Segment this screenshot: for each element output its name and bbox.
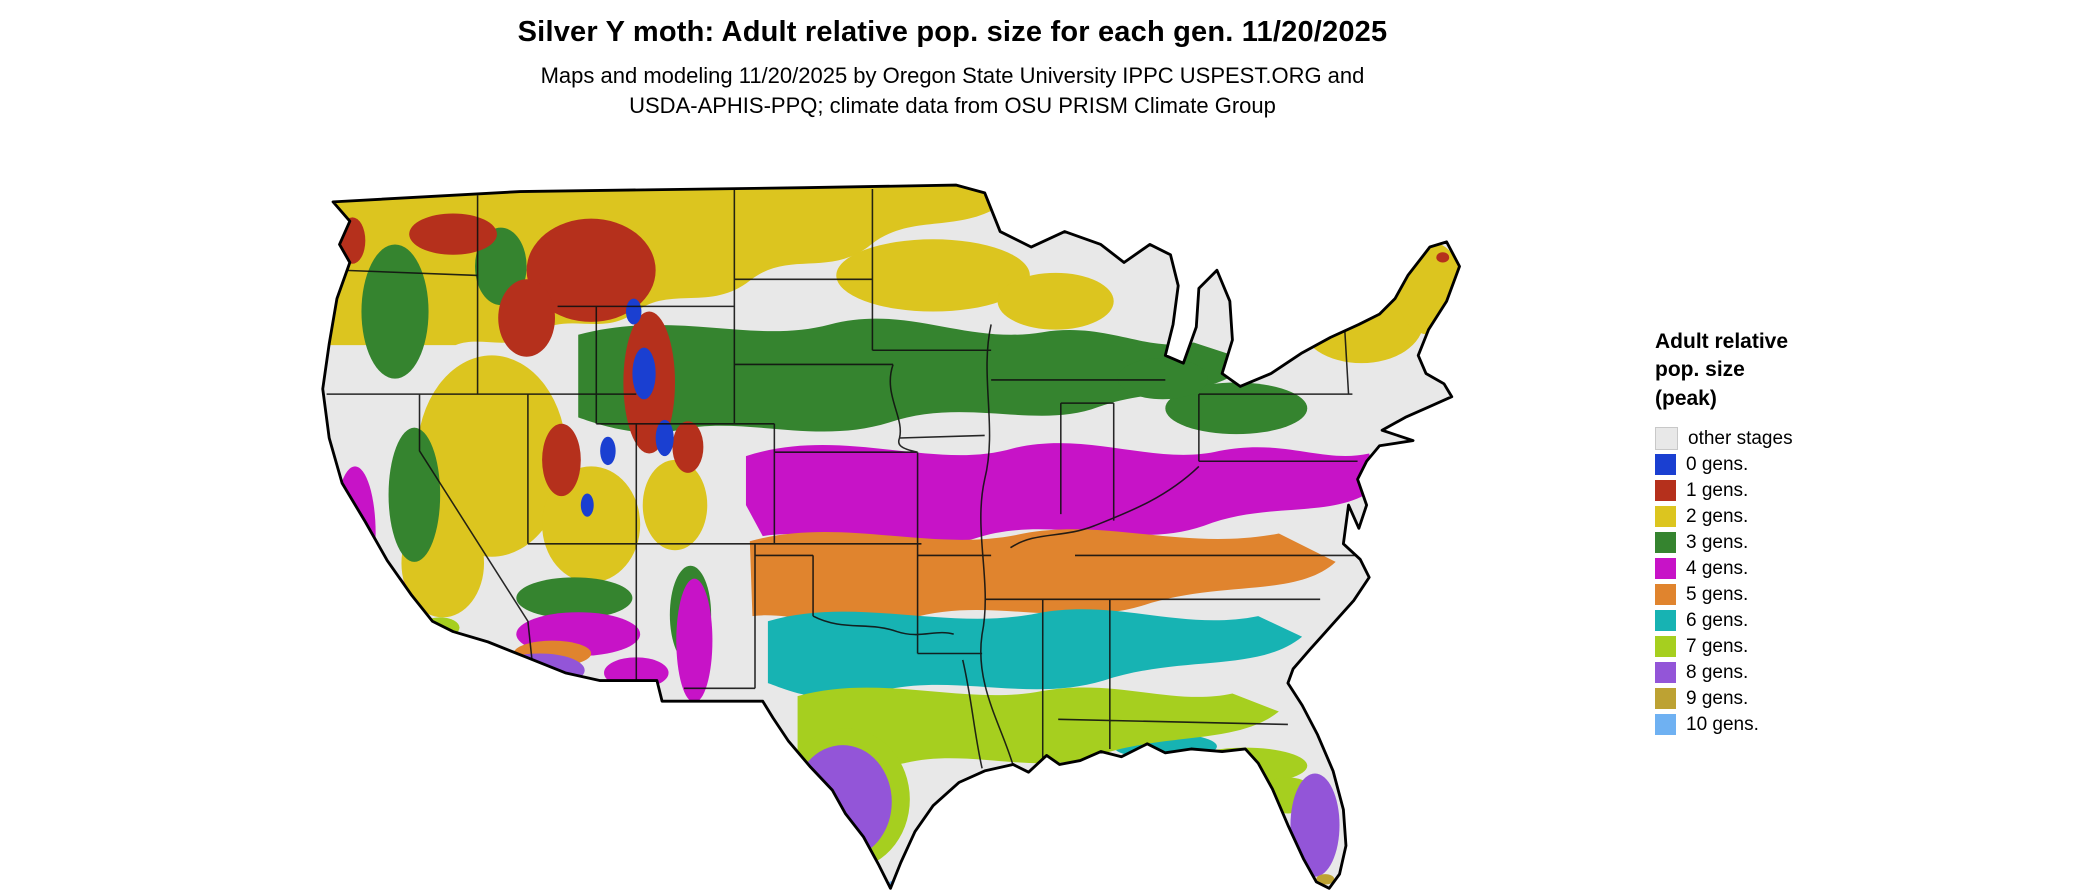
legend-label: 8 gens. (1686, 661, 1749, 683)
map-layer-9-gens (860, 854, 1335, 885)
legend-label: 1 gens. (1686, 479, 1749, 501)
legend-swatch (1655, 531, 1676, 553)
legend-swatch (1655, 609, 1676, 631)
map-title: Silver Y moth: Adult relative pop. size … (517, 16, 1388, 48)
legend-items: other stages 0 gens. 1 gens. 2 gens. 3 gens.… (1655, 425, 1915, 737)
legend-swatch (1655, 505, 1676, 527)
legend-label: 10 gens. (1686, 713, 1759, 735)
legend-swatch (1655, 687, 1676, 709)
legend-swatch (1655, 583, 1676, 605)
legend-item: other stages (1655, 425, 1915, 451)
legend-label: 7 gens. (1686, 635, 1749, 657)
legend-label: 0 gens. (1686, 453, 1749, 475)
map-subtitle-line1: Maps and modeling 11/20/2025 by Oregon S… (540, 63, 1365, 88)
us-map-svg (321, 183, 1461, 890)
legend-item: 0 gens. (1655, 451, 1915, 477)
legend-swatch (1655, 635, 1676, 657)
legend-label: other stages (1688, 427, 1793, 449)
legend-item: 5 gens. (1655, 581, 1915, 607)
legend-label: 2 gens. (1686, 505, 1749, 527)
legend-item: 1 gens. (1655, 477, 1915, 503)
legend-label: 4 gens. (1686, 557, 1749, 579)
legend-swatch (1655, 453, 1676, 475)
legend-item: 7 gens. (1655, 633, 1915, 659)
map-layer-10-gens (887, 880, 1346, 889)
legend-swatch (1655, 713, 1676, 735)
legend-swatch (1655, 661, 1676, 683)
map-layer-0-gens (580, 298, 674, 517)
legend-label: 3 gens. (1686, 531, 1749, 553)
legend-item: 2 gens. (1655, 503, 1915, 529)
map-subtitle-line2: USDA-APHIS-PPQ; climate data from OSU PR… (629, 93, 1276, 118)
legend-label: 5 gens. (1686, 583, 1749, 605)
legend-label: 6 gens. (1686, 609, 1749, 631)
legend-swatch (1655, 557, 1676, 579)
us-outline (321, 183, 1461, 890)
legend-item: 4 gens. (1655, 555, 1915, 581)
legend-label: 9 gens. (1686, 687, 1749, 709)
legend-title: Adult relative pop. size (peak) (1655, 330, 1789, 410)
legend-item: 8 gens. (1655, 659, 1915, 685)
legend-item: 6 gens. (1655, 607, 1915, 633)
legend-swatch (1655, 426, 1678, 450)
legend-item: 3 gens. (1655, 529, 1915, 555)
legend-swatch (1655, 479, 1676, 501)
legend-item: 9 gens. (1655, 685, 1915, 711)
legend-item: 10 gens. (1655, 711, 1915, 737)
map-header: Silver Y moth: Adult relative pop. size … (0, 16, 1905, 123)
legend: Adult relative pop. size (peak) other st… (1655, 328, 1915, 737)
state-borders (326, 188, 1362, 770)
